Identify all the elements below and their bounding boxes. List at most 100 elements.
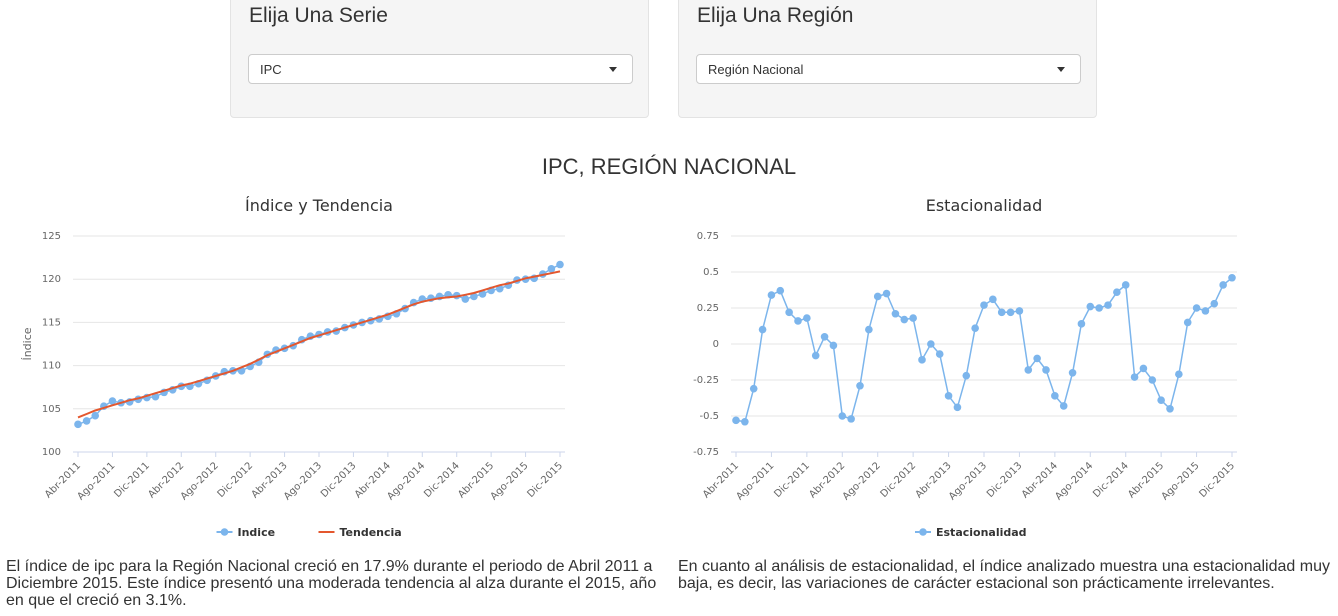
data-point	[794, 317, 802, 325]
legend-label: Estacionalidad	[936, 526, 1027, 539]
data-point	[1059, 402, 1068, 410]
data-point	[1095, 304, 1103, 312]
data-point	[741, 417, 749, 426]
x-tick-label: Ago-2012	[841, 460, 883, 502]
data-point	[803, 314, 811, 322]
chart-title: Índice y Tendencia	[245, 196, 393, 215]
y-tick-label: 0	[713, 339, 719, 350]
data-point	[1201, 307, 1210, 315]
data-point	[918, 356, 926, 364]
data-point	[108, 397, 117, 405]
y-tick-label: 110	[42, 361, 61, 372]
data-point	[891, 309, 900, 318]
data-point	[556, 260, 564, 269]
data-point	[1183, 318, 1192, 327]
y-tick-label: -0.25	[693, 375, 719, 386]
legend-marker	[220, 528, 229, 536]
data-point	[909, 314, 917, 322]
data-point	[1228, 273, 1236, 282]
data-point	[82, 417, 91, 425]
data-point	[865, 325, 873, 334]
data-point	[1113, 288, 1121, 296]
x-tick-label: Dic-2011	[112, 460, 152, 500]
data-point	[873, 292, 882, 301]
data-point	[838, 412, 847, 420]
data-point	[811, 351, 820, 360]
y-tick-label: 105	[42, 404, 61, 415]
data-point	[1024, 366, 1033, 374]
serie-select-value: IPC	[260, 62, 282, 77]
data-point	[1015, 307, 1024, 315]
x-tick-label: Ago-2014	[1053, 460, 1095, 502]
region-filter-panel: Elija Una Región Región Nacional	[678, 0, 1097, 118]
data-point	[829, 341, 838, 350]
x-tick-label: Ago-2013	[282, 460, 324, 502]
y-tick-label: 0.25	[697, 303, 719, 314]
y-tick-label: 120	[42, 274, 61, 285]
data-point	[1175, 370, 1183, 379]
data-point	[1042, 366, 1050, 374]
data-point	[980, 301, 988, 309]
data-point	[749, 384, 758, 393]
x-tick-label: Ago-2015	[1160, 460, 1202, 502]
x-tick-label: Dic-2012	[879, 460, 919, 500]
x-tick-label: Dic-2015	[525, 460, 565, 500]
data-point	[971, 324, 979, 332]
data-point	[1166, 405, 1174, 413]
data-point	[470, 292, 478, 301]
y-axis-label: Índice	[21, 327, 34, 360]
data-point	[856, 381, 864, 390]
data-point	[758, 325, 767, 334]
region-select[interactable]: Región Nacional	[696, 54, 1081, 84]
serie-filter-panel: Elija Una Serie IPC	[230, 0, 649, 118]
data-point	[767, 291, 776, 299]
data-point	[1051, 392, 1059, 400]
chart-title: Estacionalidad	[926, 196, 1043, 215]
data-point	[1210, 299, 1219, 308]
data-point	[91, 411, 100, 420]
data-point	[776, 286, 785, 295]
estacionalidad-description: En cuanto al análisis de estacionalidad,…	[678, 558, 1330, 592]
data-point	[1077, 320, 1086, 328]
y-tick-label: 115	[42, 317, 61, 328]
series-line-tendencia	[77, 270, 561, 419]
caret-down-icon	[1057, 67, 1065, 72]
data-point	[1006, 308, 1015, 317]
data-point	[962, 371, 971, 380]
data-point	[547, 265, 556, 273]
x-tick-label: Dic-2013	[985, 460, 1025, 500]
data-point	[953, 403, 962, 412]
data-point	[1157, 396, 1165, 404]
data-point	[997, 308, 1006, 317]
x-tick-label: Ago-2012	[179, 460, 221, 502]
data-point	[927, 340, 935, 348]
x-tick-label: Ago-2013	[947, 460, 989, 502]
data-point	[1139, 364, 1148, 373]
page-title: IPC, REGIÓN NACIONAL	[541, 154, 797, 179]
x-tick-label: Ago-2011	[734, 460, 776, 502]
y-tick-label: 100	[42, 447, 61, 458]
data-point	[74, 420, 82, 429]
x-tick-label: Ago-2011	[75, 460, 117, 502]
data-point	[1121, 281, 1130, 289]
serie-select[interactable]: IPC	[248, 54, 633, 84]
data-point	[1148, 376, 1157, 384]
region-filter-label: Elija Una Región	[697, 4, 854, 27]
data-point	[732, 416, 740, 425]
data-point	[944, 392, 953, 400]
data-point	[461, 295, 470, 303]
caret-down-icon	[609, 67, 617, 72]
x-tick-label: Dic-2011	[772, 460, 812, 500]
data-point	[1192, 304, 1201, 312]
x-tick-label: Ago-2014	[385, 460, 427, 502]
estacionalidad-chart: Estacionalidad -0.75 -0.5 -0.25 0 0.25 0.5 0.75…	[693, 196, 1237, 539]
data-point	[1219, 281, 1227, 289]
data-point	[785, 308, 793, 317]
data-point	[1104, 301, 1112, 309]
region-select-value: Región Nacional	[708, 62, 804, 77]
data-point	[1086, 302, 1095, 311]
data-point	[935, 350, 944, 358]
data-point	[847, 415, 855, 423]
serie-filter-label: Elija Una Serie	[249, 4, 388, 27]
y-tick-label: 125	[42, 231, 61, 242]
